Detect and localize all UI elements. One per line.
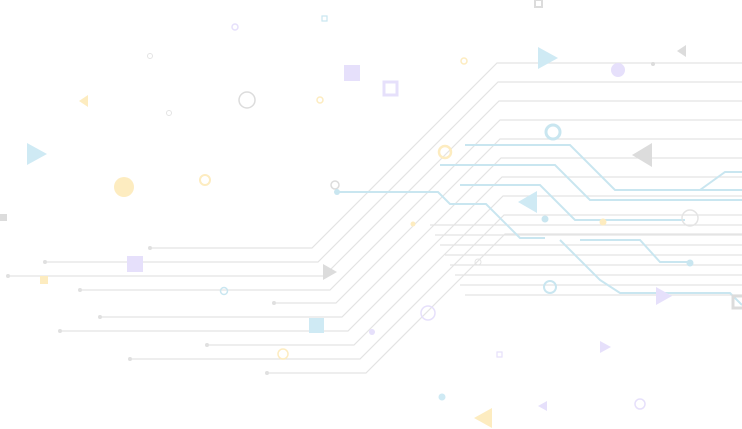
square-filled (0, 214, 7, 221)
circle-filled (438, 393, 446, 401)
circle-outline (277, 348, 289, 360)
square-outline (496, 351, 503, 358)
triangle-right (656, 287, 672, 305)
blue-trace (460, 184, 685, 221)
gray-circuit-lines (6, 62, 742, 375)
gray-trace (45, 81, 742, 263)
circle-outline (316, 96, 324, 104)
circle-outline (544, 123, 562, 141)
circle-outline (330, 180, 340, 190)
trace-endpoint (148, 246, 152, 250)
trace-endpoint (205, 343, 209, 347)
trace-endpoint (265, 371, 269, 375)
blue-circuit-lines (337, 144, 742, 306)
gray-trace (267, 233, 742, 374)
circle-filled (334, 189, 340, 195)
triangle-right (27, 143, 47, 165)
circle-outline (460, 57, 468, 65)
gray-trace (60, 176, 742, 332)
square-outline (731, 294, 742, 310)
triangle-left (677, 45, 686, 57)
triangle-left (632, 143, 652, 167)
circle-filled (686, 259, 694, 267)
triangle-right (600, 341, 611, 353)
blue-trace (465, 144, 742, 191)
gray-trace (8, 100, 742, 277)
trace-endpoint (128, 357, 132, 361)
circle-outline (437, 144, 453, 160)
trace-endpoint (58, 329, 62, 333)
triangle-right (323, 264, 337, 280)
circle-outline (543, 280, 557, 294)
blue-trace (699, 171, 742, 191)
trace-endpoint (98, 315, 102, 319)
gray-trace (150, 62, 742, 249)
circle-outline (238, 91, 256, 109)
gray-trace (207, 195, 742, 346)
square-outline (382, 80, 399, 97)
circle-outline (634, 398, 646, 410)
circle-filled (369, 329, 375, 335)
circle-filled (651, 62, 655, 66)
circle-outline (231, 23, 239, 31)
circle-outline (681, 209, 699, 227)
triangle-left (79, 95, 88, 107)
square-filled (309, 318, 324, 333)
square-filled (40, 276, 48, 284)
square-filled (344, 65, 360, 81)
square-filled (127, 256, 143, 272)
circle-filled (114, 177, 134, 197)
circle-outline (420, 305, 436, 321)
gray-trace (80, 119, 742, 291)
triangle-left (518, 191, 537, 213)
circle-filled (410, 221, 416, 227)
trace-endpoint (78, 288, 82, 292)
circle-filled (599, 218, 607, 226)
circle-outline (219, 286, 229, 296)
circle-outline (199, 174, 211, 186)
gray-trace (130, 214, 742, 360)
circle-filled (611, 63, 625, 77)
circle-outline (147, 53, 153, 59)
circle-filled (541, 215, 549, 223)
square-outline (534, 0, 543, 8)
blue-trace (440, 164, 742, 201)
triangle-right (538, 47, 558, 69)
gray-trace (100, 157, 742, 318)
triangle-left (474, 408, 492, 428)
blue-trace (580, 239, 690, 263)
gray-trace (274, 138, 742, 304)
trace-endpoint (272, 301, 276, 305)
blue-trace (337, 191, 545, 239)
triangle-left (538, 401, 547, 411)
circle-outline (166, 110, 172, 116)
trace-endpoint (43, 260, 47, 264)
square-outline (321, 15, 328, 22)
trace-endpoint (6, 274, 10, 278)
circle-outline (474, 258, 482, 266)
